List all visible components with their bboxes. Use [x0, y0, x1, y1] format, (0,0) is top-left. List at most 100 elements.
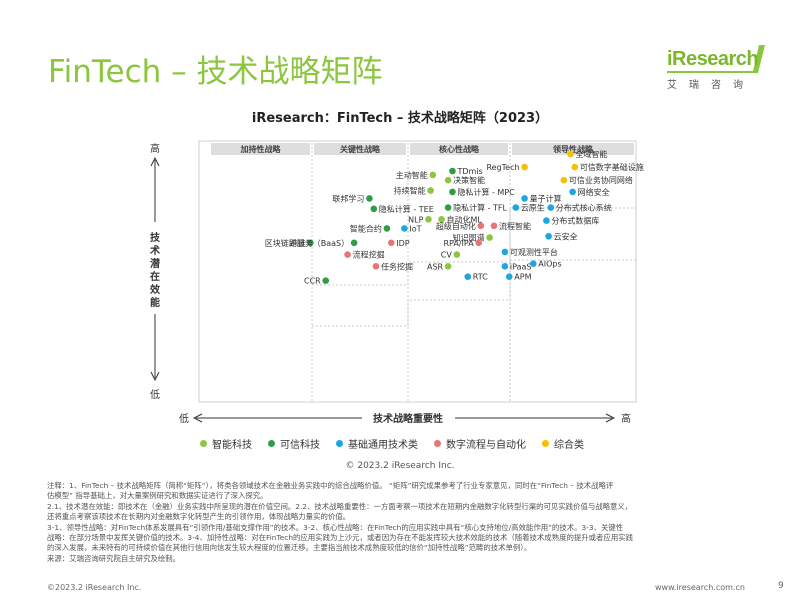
data-point-label: 任务挖掘	[381, 261, 413, 271]
data-point-label: 隐私计算 - TFL	[453, 203, 507, 213]
zone-header-label: 加持性战略	[240, 144, 282, 154]
data-point-label: 网络安全	[578, 187, 610, 197]
note-line: 估模型” 指导基础上，对大量案例研究和数据实证进行了深入探究。	[47, 491, 268, 501]
data-point-label: 云安全	[554, 231, 578, 241]
footer-website: www.iresearch.com.cn	[655, 583, 745, 592]
legend-item: 综合类	[542, 436, 584, 451]
data-point	[344, 251, 351, 258]
data-point	[449, 167, 456, 175]
data-point-label: 隐私计算 - TEE	[379, 204, 434, 214]
zone-header-bg	[512, 143, 634, 155]
logo-word: iResearch	[667, 48, 759, 70]
legend-label: 可信科技	[280, 439, 320, 451]
zone-boundary	[312, 259, 636, 327]
legend-dot-icon	[200, 439, 207, 447]
data-point	[429, 171, 437, 179]
data-point-label: RegTech	[486, 163, 519, 172]
data-point	[366, 195, 373, 202]
y-axis-high-label: 高	[150, 142, 160, 155]
note-line: 3-1、领导性战略：对FinTech体系发展具有“引领作用/基础支撑作用”的技术…	[47, 522, 624, 532]
data-point	[425, 216, 432, 223]
chart-notes: 注释：1、FinTech – 技术战略矩阵（简称“矩阵”），将类各领域技术在金融…	[47, 481, 765, 564]
data-point-label: TDmis	[456, 167, 482, 176]
data-point	[477, 222, 485, 230]
data-point-label: IDP	[396, 239, 410, 248]
note-line: 战略：在部分场景中发挥关键价值的技术。3-4、加持性战略：对在FinTech的应…	[47, 533, 633, 543]
legend-item: 数字流程与自动化	[434, 436, 526, 451]
zone-header-bg	[314, 143, 406, 155]
zone-header-bg	[410, 143, 508, 155]
data-point-label: 隐私计算 - MPC	[457, 187, 515, 197]
data-point	[444, 262, 452, 270]
data-point	[501, 248, 509, 256]
data-point-label: 分布式核心系统	[556, 203, 612, 213]
y-axis-low-label: 低	[150, 388, 160, 401]
data-point	[521, 163, 528, 171]
data-point-label: CV	[441, 251, 453, 260]
data-point-label: RTC	[473, 273, 488, 282]
x-axis-low-label: 低	[179, 412, 189, 425]
legend-item: 智能科技	[200, 436, 252, 451]
y-axis-label: 技术潜在效能	[149, 231, 161, 309]
legend-label: 数字流程与自动化	[446, 439, 526, 451]
legend-dot-icon	[542, 439, 549, 447]
footer-copyright: ©2023.2 iResearch Inc.	[47, 583, 142, 592]
data-point	[370, 205, 378, 213]
data-point	[560, 176, 568, 184]
data-point	[387, 239, 395, 247]
data-point	[530, 260, 537, 267]
data-point	[449, 188, 456, 196]
plot-frame	[198, 140, 637, 403]
legend-item: 基础通用技术类	[336, 436, 418, 451]
data-point	[464, 273, 472, 281]
x-axis-arrow-right-icon	[605, 413, 616, 423]
legend-dot-icon	[268, 439, 275, 447]
data-point-label: AIOps	[538, 260, 561, 269]
data-point	[444, 204, 452, 211]
data-point	[383, 225, 391, 232]
x-axis-arrow-left-icon	[192, 413, 203, 423]
data-point	[505, 273, 513, 281]
zone-header-bg	[211, 143, 310, 155]
data-point	[307, 239, 314, 247]
data-point-label: 持续智能	[394, 186, 426, 196]
data-point-label: 决策智能	[453, 175, 485, 185]
legend-dot-icon	[434, 439, 441, 447]
data-point-label: NLP	[408, 215, 423, 224]
data-point-label: ASR	[427, 262, 444, 271]
y-axis-arrow-up-icon	[150, 156, 160, 167]
data-point-label: APM	[514, 273, 531, 282]
data-point-label: 可信数字基础设施	[580, 162, 644, 172]
chart-title: iResearch：FinTech – 技术战略矩阵（2023）	[251, 111, 549, 126]
zone-boundary	[312, 207, 636, 286]
chart-copyright: © 2023.2 iResearch Inc.	[345, 461, 455, 471]
data-point-label: 云原生	[521, 203, 545, 213]
data-point	[475, 239, 482, 247]
data-point-label: CCR	[304, 277, 321, 286]
y-axis-arrow-down-icon	[150, 371, 160, 382]
data-point-label: 流程智能	[499, 221, 531, 231]
legend-label: 智能科技	[212, 439, 252, 451]
data-point	[521, 195, 528, 202]
data-point	[372, 262, 380, 270]
data-point-label: 超级自动化	[436, 221, 476, 231]
zone-header-label: 核心性战略	[439, 144, 480, 154]
legend-label: 基础通用技术类	[348, 439, 418, 451]
data-point-label: iPaaS	[510, 262, 532, 271]
data-point	[501, 262, 509, 270]
data-point-label: 全域智能	[575, 149, 607, 159]
data-point	[571, 163, 579, 171]
data-point-label: RPA/IPA	[443, 239, 474, 248]
page-number: 9	[778, 581, 784, 591]
logo-subtitle: 艾瑞咨询	[667, 80, 755, 91]
chart-legend: 智能科技 可信科技 基础通用技术类 数字流程与自动化 综合类	[200, 436, 584, 451]
legend-dot-icon	[336, 439, 343, 447]
data-point	[350, 239, 358, 247]
data-point	[444, 176, 452, 184]
data-point	[453, 251, 461, 258]
zone-header-label: 关键性战略	[340, 144, 381, 154]
data-point	[401, 225, 408, 232]
data-point	[512, 204, 520, 211]
data-point	[438, 216, 445, 223]
